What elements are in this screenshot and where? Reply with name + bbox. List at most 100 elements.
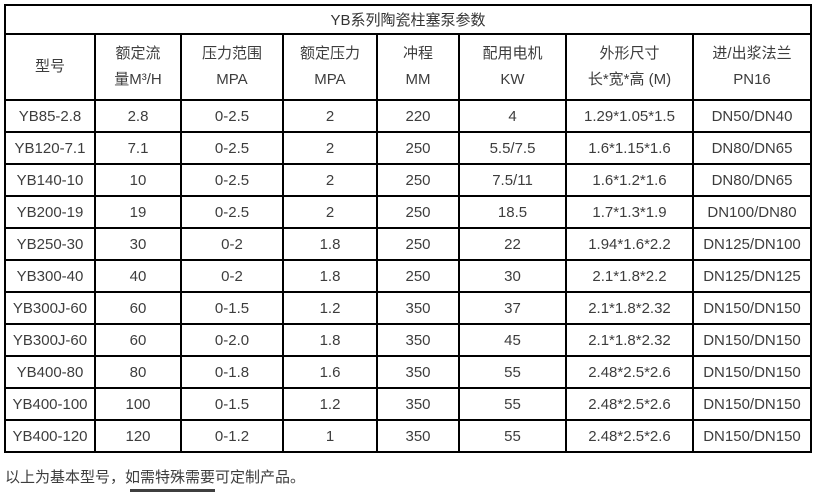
cell: 2.48*2.5*2.6 xyxy=(565,355,694,389)
column-header: 压力范围 MPA xyxy=(180,33,284,101)
header-line1: 型号 xyxy=(34,58,65,75)
cell: DN80/DN65 xyxy=(691,163,813,197)
cell: 7.1 xyxy=(94,131,182,165)
cell: 2 xyxy=(282,131,378,165)
cell: YB250-30 xyxy=(4,227,96,261)
cell: 2.1*1.8*2.32 xyxy=(565,323,694,357)
cell: 1.6 xyxy=(282,355,378,389)
table-row: YB300J-60 60 0-1.5 1.2 350 37 2.1*1.8*2.32 DN15… xyxy=(4,291,813,325)
cell: DN150/DN150 xyxy=(691,291,813,325)
cell: 5.5/7.5 xyxy=(458,131,567,165)
cell: YB300J-60 xyxy=(4,323,96,357)
cell: 0-1.5 xyxy=(180,291,284,325)
cell: 1.29*1.05*1.5 xyxy=(565,99,694,133)
cell: 1.8 xyxy=(282,323,378,357)
column-header: 型号 xyxy=(4,33,96,101)
table-row: YB200-19 19 0-2.5 2 250 18.5 1.7*1.3*1.9 DN100/… xyxy=(4,195,813,229)
cell: 1.6*1.2*1.6 xyxy=(565,163,694,197)
cell: 0-2.5 xyxy=(180,163,284,197)
cell: 55 xyxy=(458,387,567,421)
cell: DN125/DN100 xyxy=(691,227,813,261)
pump-spec-table-wrap: YB系列陶瓷柱塞泵参数 型号 额定流 量M³/H 压力范围 MPA 额定压力 MPA 冲程 MM… xyxy=(3,4,813,453)
header-row: 型号 额定流 量M³/H 压力范围 MPA 额定压力 MPA 冲程 MM 配用电机 KW 外形尺寸 长*… xyxy=(4,33,813,101)
cell: YB300J-60 xyxy=(4,291,96,325)
cell: 0-2 xyxy=(180,259,284,293)
table-row: YB120-7.1 7.1 0-2.5 2 250 5.5/7.5 1.6*1.15*1.6… xyxy=(4,131,813,165)
cell: 350 xyxy=(376,387,460,421)
cell: 4 xyxy=(458,99,567,133)
title-row: YB系列陶瓷柱塞泵参数 xyxy=(3,4,813,35)
cell: DN50/DN40 xyxy=(691,99,813,133)
cell: 1.7*1.3*1.9 xyxy=(565,195,694,229)
cell: 0-2.5 xyxy=(180,99,284,133)
table-row: YB400-80 80 0-1.8 1.6 350 55 2.48*2.5*2.6 DN150… xyxy=(4,355,813,389)
cell: 55 xyxy=(458,419,567,453)
cell: DN150/DN150 xyxy=(691,323,813,357)
cell: 60 xyxy=(94,323,182,357)
cell: 250 xyxy=(376,163,460,197)
header-line1: 压力范围 xyxy=(201,45,262,62)
cell: DN150/DN150 xyxy=(691,387,813,421)
cell: 60 xyxy=(94,291,182,325)
table-row: YB140-10 10 0-2.5 2 250 7.5/11 1.6*1.2*1.6 DN80… xyxy=(4,163,813,197)
cell: 0-2.5 xyxy=(180,131,284,165)
cell: DN125/DN125 xyxy=(691,259,813,293)
cell: 18.5 xyxy=(458,195,567,229)
cell: 250 xyxy=(376,227,460,261)
table-row: YB300-40 40 0-2 1.8 250 30 2.1*1.8*2.2 DN125/DN… xyxy=(4,259,813,293)
header-line1: 配用电机 xyxy=(482,45,543,62)
cropped-text-fragment xyxy=(130,489,215,492)
header-line1: 额定流 xyxy=(115,45,161,62)
cell: YB400-120 xyxy=(4,419,96,453)
cell: 2.1*1.8*2.2 xyxy=(565,259,694,293)
cell: 1.94*1.6*2.2 xyxy=(565,227,694,261)
table-row: YB400-120 120 0-1.2 1 350 55 2.48*2.5*2.6 DN150… xyxy=(4,419,813,453)
column-header: 进/出浆法兰 PN16 xyxy=(691,33,813,101)
cell: 250 xyxy=(376,259,460,293)
cell: 250 xyxy=(376,131,460,165)
header-line1: 冲程 xyxy=(402,45,433,62)
cell: DN150/DN150 xyxy=(691,355,813,389)
cell: DN150/DN150 xyxy=(691,419,813,453)
cell: 0-1.2 xyxy=(180,419,284,453)
cell: 37 xyxy=(458,291,567,325)
cell: YB400-80 xyxy=(4,355,96,389)
header-line2: MPA xyxy=(314,71,346,88)
header-line2: MM xyxy=(405,71,431,88)
cell: YB400-100 xyxy=(4,387,96,421)
cell: 2 xyxy=(282,99,378,133)
cell: 120 xyxy=(94,419,182,453)
cell: 0-2.5 xyxy=(180,195,284,229)
column-header: 外形尺寸长*宽*高 (M) xyxy=(565,33,694,101)
cell: 0-1.5 xyxy=(180,387,284,421)
header-line2: MPA xyxy=(216,71,248,88)
table-title: YB系列陶瓷柱塞泵参数 xyxy=(3,4,813,35)
header-line1: 外形尺寸 xyxy=(599,45,660,62)
cell: 1.8 xyxy=(282,227,378,261)
cell: 10 xyxy=(94,163,182,197)
cell: YB120-7.1 xyxy=(4,131,96,165)
cell: 350 xyxy=(376,291,460,325)
cell: 100 xyxy=(94,387,182,421)
cell: YB300-40 xyxy=(4,259,96,293)
table-row: YB250-30 30 0-2 1.8 250 22 1.94*1.6*2.2 DN125/D… xyxy=(4,227,813,261)
cell: 350 xyxy=(376,323,460,357)
cell: 1.2 xyxy=(282,291,378,325)
header-line2: KW xyxy=(500,71,525,88)
column-header: 额定流 量M³/H xyxy=(94,33,182,101)
cell: 40 xyxy=(94,259,182,293)
cell: 30 xyxy=(458,259,567,293)
header-line2: PN16 xyxy=(733,71,771,88)
header-line2: 长*宽*高 (M) xyxy=(587,71,672,88)
cell: 2.8 xyxy=(94,99,182,133)
cell: YB200-19 xyxy=(4,195,96,229)
cell: 1.2 xyxy=(282,387,378,421)
cell: 0-2 xyxy=(180,227,284,261)
cell: 1.8 xyxy=(282,259,378,293)
table-row: YB300J-60 60 0-2.0 1.8 350 45 2.1*1.8*2.32 DN15… xyxy=(4,323,813,357)
pump-spec-table: YB系列陶瓷柱塞泵参数 型号 额定流 量M³/H 压力范围 MPA 额定压力 MPA 冲程 MM… xyxy=(3,4,813,453)
table-row: YB85-2.8 2.8 0-2.5 2 220 4 1.29*1.05*1.5 DN50/D… xyxy=(4,99,813,133)
cell: 0-2.0 xyxy=(180,323,284,357)
cell: 2.48*2.5*2.6 xyxy=(565,419,694,453)
column-header: 配用电机 KW xyxy=(458,33,567,101)
